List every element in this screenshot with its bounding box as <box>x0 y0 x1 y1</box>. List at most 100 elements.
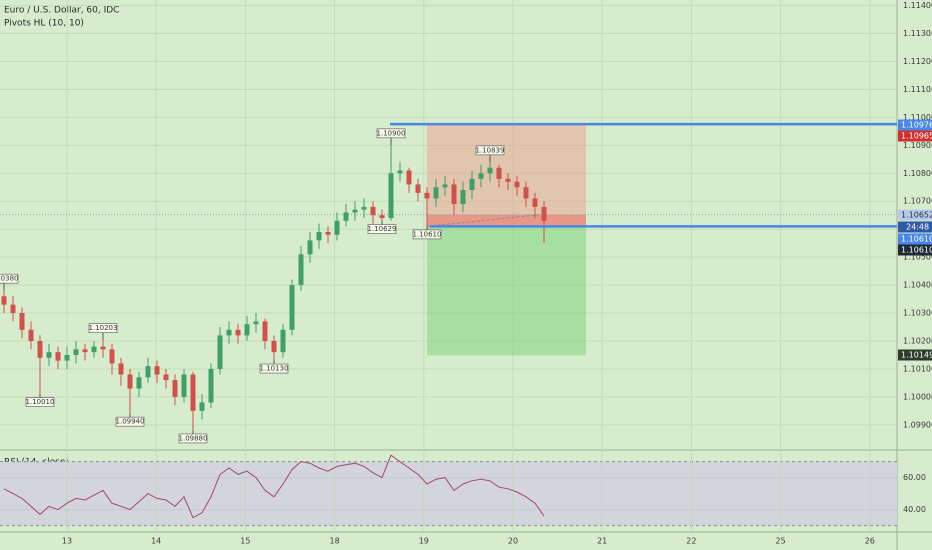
indicator-title: Pivots HL (10, 10) <box>4 19 84 29</box>
candle-body <box>217 335 223 369</box>
candle-body <box>469 178 475 191</box>
x-tick-label: 22 <box>686 537 696 546</box>
y-tick-label: 1.11400 <box>903 1 932 10</box>
target-zone <box>427 226 586 356</box>
pivot-label: 1.10380 <box>0 275 18 283</box>
rsi-tick-label: 60.00 <box>903 473 926 482</box>
trend-line <box>426 214 541 227</box>
x-tick-label: 21 <box>597 537 607 546</box>
candle-body <box>190 374 196 411</box>
candle-body <box>532 198 538 207</box>
candle-body <box>19 313 25 330</box>
candle-body <box>199 402 205 411</box>
pivot-label: 1.10203 <box>89 324 118 332</box>
x-tick-label: 18 <box>330 537 340 546</box>
candle-body <box>46 352 52 358</box>
y-tick-label: 1.10200 <box>903 336 932 345</box>
pivot-label: 1.10839 <box>476 146 505 154</box>
candle-body <box>127 374 133 389</box>
candle-body <box>55 352 61 361</box>
x-tick-label: 19 <box>419 537 429 546</box>
candle-body <box>397 170 403 174</box>
candle-body <box>181 374 187 397</box>
candle-body <box>136 377 142 389</box>
y-tick-label: 1.11100 <box>903 85 932 94</box>
candle-body <box>28 329 34 341</box>
candle-body <box>406 170 412 185</box>
candle-body <box>289 285 295 330</box>
candle-body <box>73 349 79 355</box>
candle-body <box>10 304 16 314</box>
candle-body <box>505 178 511 182</box>
price-label: 1.10965 <box>901 132 932 141</box>
x-tick-label: 20 <box>508 537 518 546</box>
candle-body <box>451 184 457 205</box>
candle-body <box>280 329 286 353</box>
pivot-label: 1.09880 <box>179 434 208 442</box>
candle-body <box>424 192 430 199</box>
candle-body <box>325 231 331 235</box>
stop-zone <box>427 124 586 227</box>
x-tick-label: 15 <box>240 537 250 546</box>
price-label: 1.10976 <box>901 121 932 130</box>
pivot-box <box>367 224 397 234</box>
open-loss-zone <box>427 214 586 227</box>
candle-body <box>37 340 43 358</box>
candle-body <box>388 173 394 219</box>
pivot-box <box>376 128 406 139</box>
pivot-box <box>475 145 505 156</box>
rsi-tick-label: 40.00 <box>903 505 926 514</box>
y-tick-label: 1.10300 <box>903 309 932 318</box>
countdown-box <box>898 221 932 233</box>
candle-body <box>442 184 448 188</box>
candle-body <box>415 184 421 193</box>
countdown-label: 24:48 <box>906 223 929 232</box>
x-tick-label: 13 <box>62 537 72 546</box>
candle-body <box>109 349 115 364</box>
candle-body <box>64 354 70 361</box>
price-label-box <box>898 349 932 361</box>
pivot-label: 1.10010 <box>26 398 55 406</box>
pivot-box <box>412 229 442 240</box>
price-label-box <box>898 209 932 221</box>
candle-body <box>82 349 88 353</box>
pivot-box <box>25 397 55 407</box>
y-tick-label: 1.09900 <box>903 420 932 429</box>
price-label: 1.10610 <box>901 246 932 255</box>
price-label-box <box>898 119 932 131</box>
rsi-line <box>3 454 545 519</box>
y-tick-label: 1.10000 <box>903 392 932 401</box>
candle-body <box>361 206 367 210</box>
candle-body <box>379 215 385 219</box>
candle-body <box>262 321 268 341</box>
pivot-box <box>88 323 118 333</box>
y-tick-label: 1.11200 <box>903 57 932 66</box>
x-tick-label: 14 <box>151 537 161 546</box>
candle-body <box>172 380 178 397</box>
pivot-label: 1.10130 <box>260 365 289 373</box>
candle-body <box>487 167 493 174</box>
candle-body <box>514 181 520 188</box>
candle-body <box>163 374 169 381</box>
candle-body <box>100 346 106 350</box>
candle-body <box>478 173 484 179</box>
candle-body <box>541 206 547 221</box>
candle-body <box>523 187 529 199</box>
pivot-box <box>178 433 208 444</box>
candle-body <box>352 209 358 213</box>
candle-body <box>370 206 376 216</box>
pivot-label: 1.10629 <box>368 225 397 233</box>
pivot-label: 1.10900 <box>377 129 406 137</box>
x-tick-label: 25 <box>776 537 786 546</box>
candle-body <box>118 363 124 375</box>
y-tick-label: 1.10900 <box>903 141 932 150</box>
candle-body <box>271 340 277 353</box>
candle-body <box>307 240 313 255</box>
price-label-box <box>898 130 932 142</box>
candle-body <box>253 321 259 325</box>
rsi-band <box>0 461 897 526</box>
y-tick-label: 1.10500 <box>903 253 932 262</box>
y-tick-label: 1.11000 <box>903 113 932 122</box>
price-label-box <box>898 233 932 245</box>
candle-body <box>91 346 97 353</box>
